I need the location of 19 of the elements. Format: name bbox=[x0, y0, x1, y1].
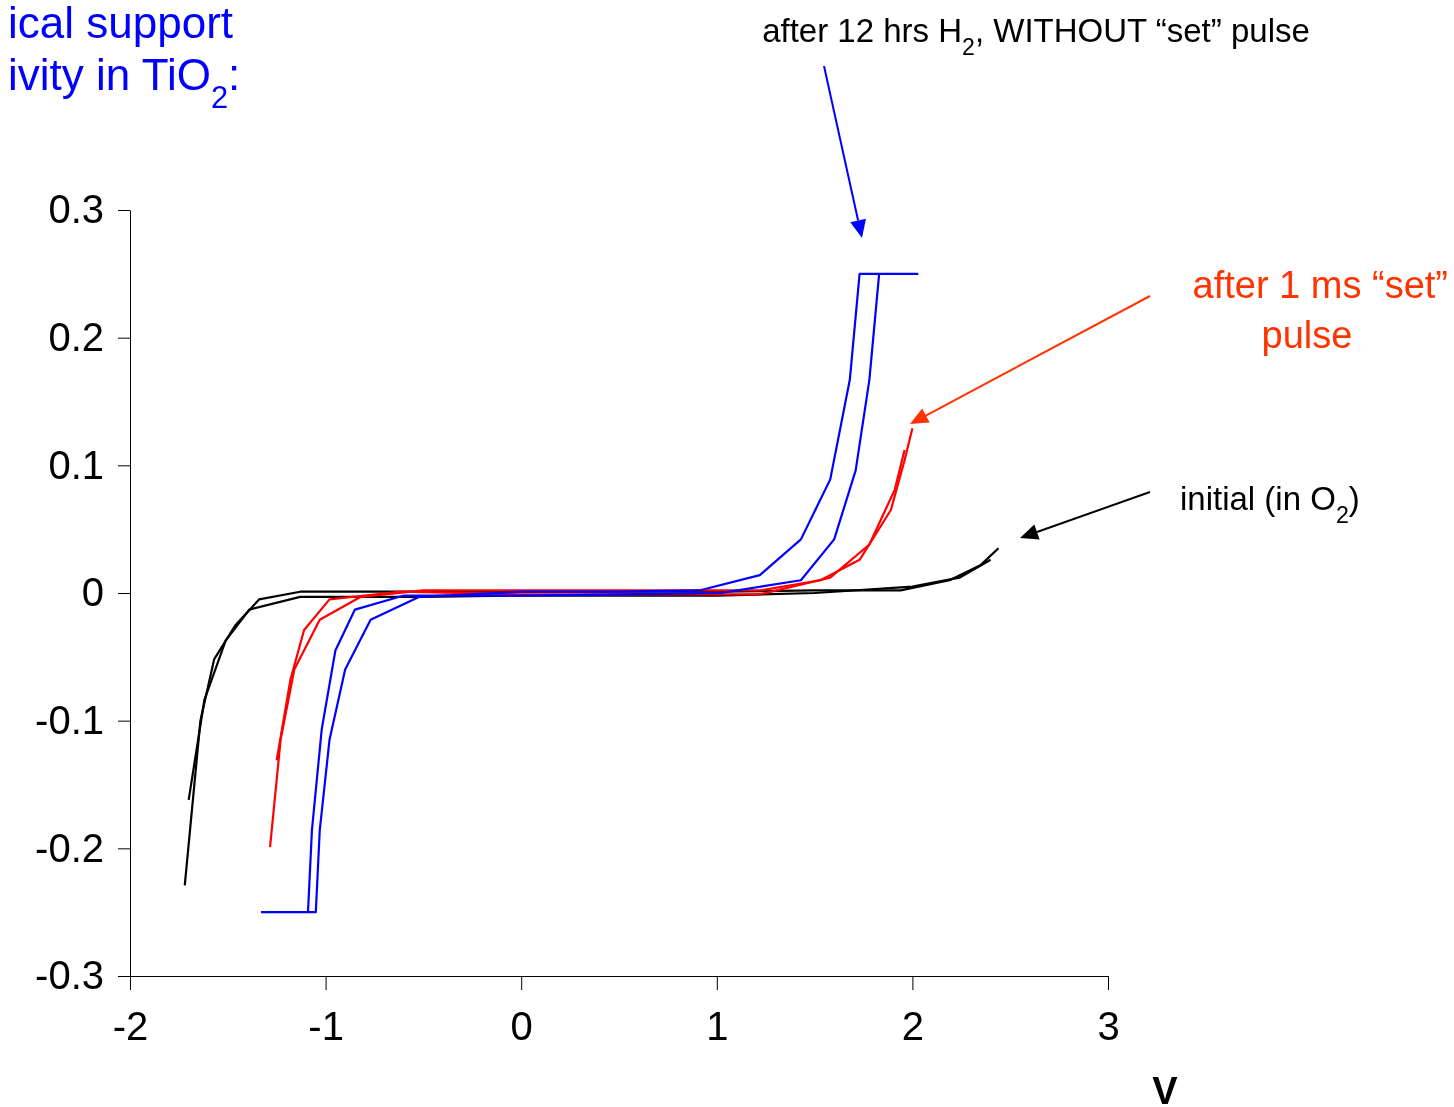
chart-subtitle: ivity in TiO$_{2}$: bbox=[8, 50, 241, 115]
text: initial (in O$_{2}$) bbox=[1180, 480, 1360, 528]
y-tick-label: 0.2 bbox=[48, 314, 104, 359]
text: after 12 hrs H$_{2}$, WITHOUT “set” pulse bbox=[762, 12, 1310, 60]
text: after 1 ms “set” pulse bbox=[1192, 264, 1448, 356]
y-tick-label: -0.1 bbox=[35, 697, 104, 742]
x-axis-title: V bbox=[1152, 1070, 1179, 1107]
chart-title: ical support bbox=[8, 0, 234, 47]
y-tick-label: 0 bbox=[81, 570, 104, 615]
x-tick-label: -2 bbox=[112, 1004, 149, 1049]
y-tick-label: -0.2 bbox=[35, 825, 104, 870]
y-tick-label: 0.1 bbox=[48, 442, 104, 487]
x-tick-label: 0 bbox=[510, 1004, 533, 1049]
x-tick-label: -1 bbox=[308, 1004, 344, 1049]
x-tick-label: 2 bbox=[901, 1004, 925, 1049]
y-tick-label: -0.3 bbox=[35, 953, 104, 998]
y-tick-label: 0.3 bbox=[48, 187, 104, 232]
x-tick-label: 1 bbox=[706, 1004, 729, 1049]
x-tick-label: 3 bbox=[1097, 1004, 1120, 1049]
